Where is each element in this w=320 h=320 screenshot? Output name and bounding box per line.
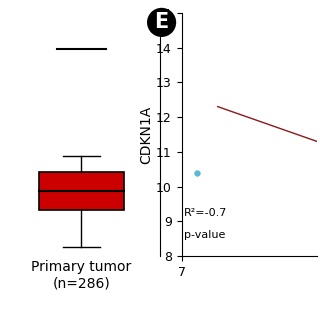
Text: p-value: p-value [184,230,225,240]
Y-axis label: CDKN1A: CDKN1A [139,105,153,164]
Text: R²=-0.7: R²=-0.7 [184,208,227,218]
FancyBboxPatch shape [39,172,124,211]
Text: E: E [155,12,169,32]
Point [195,170,200,175]
